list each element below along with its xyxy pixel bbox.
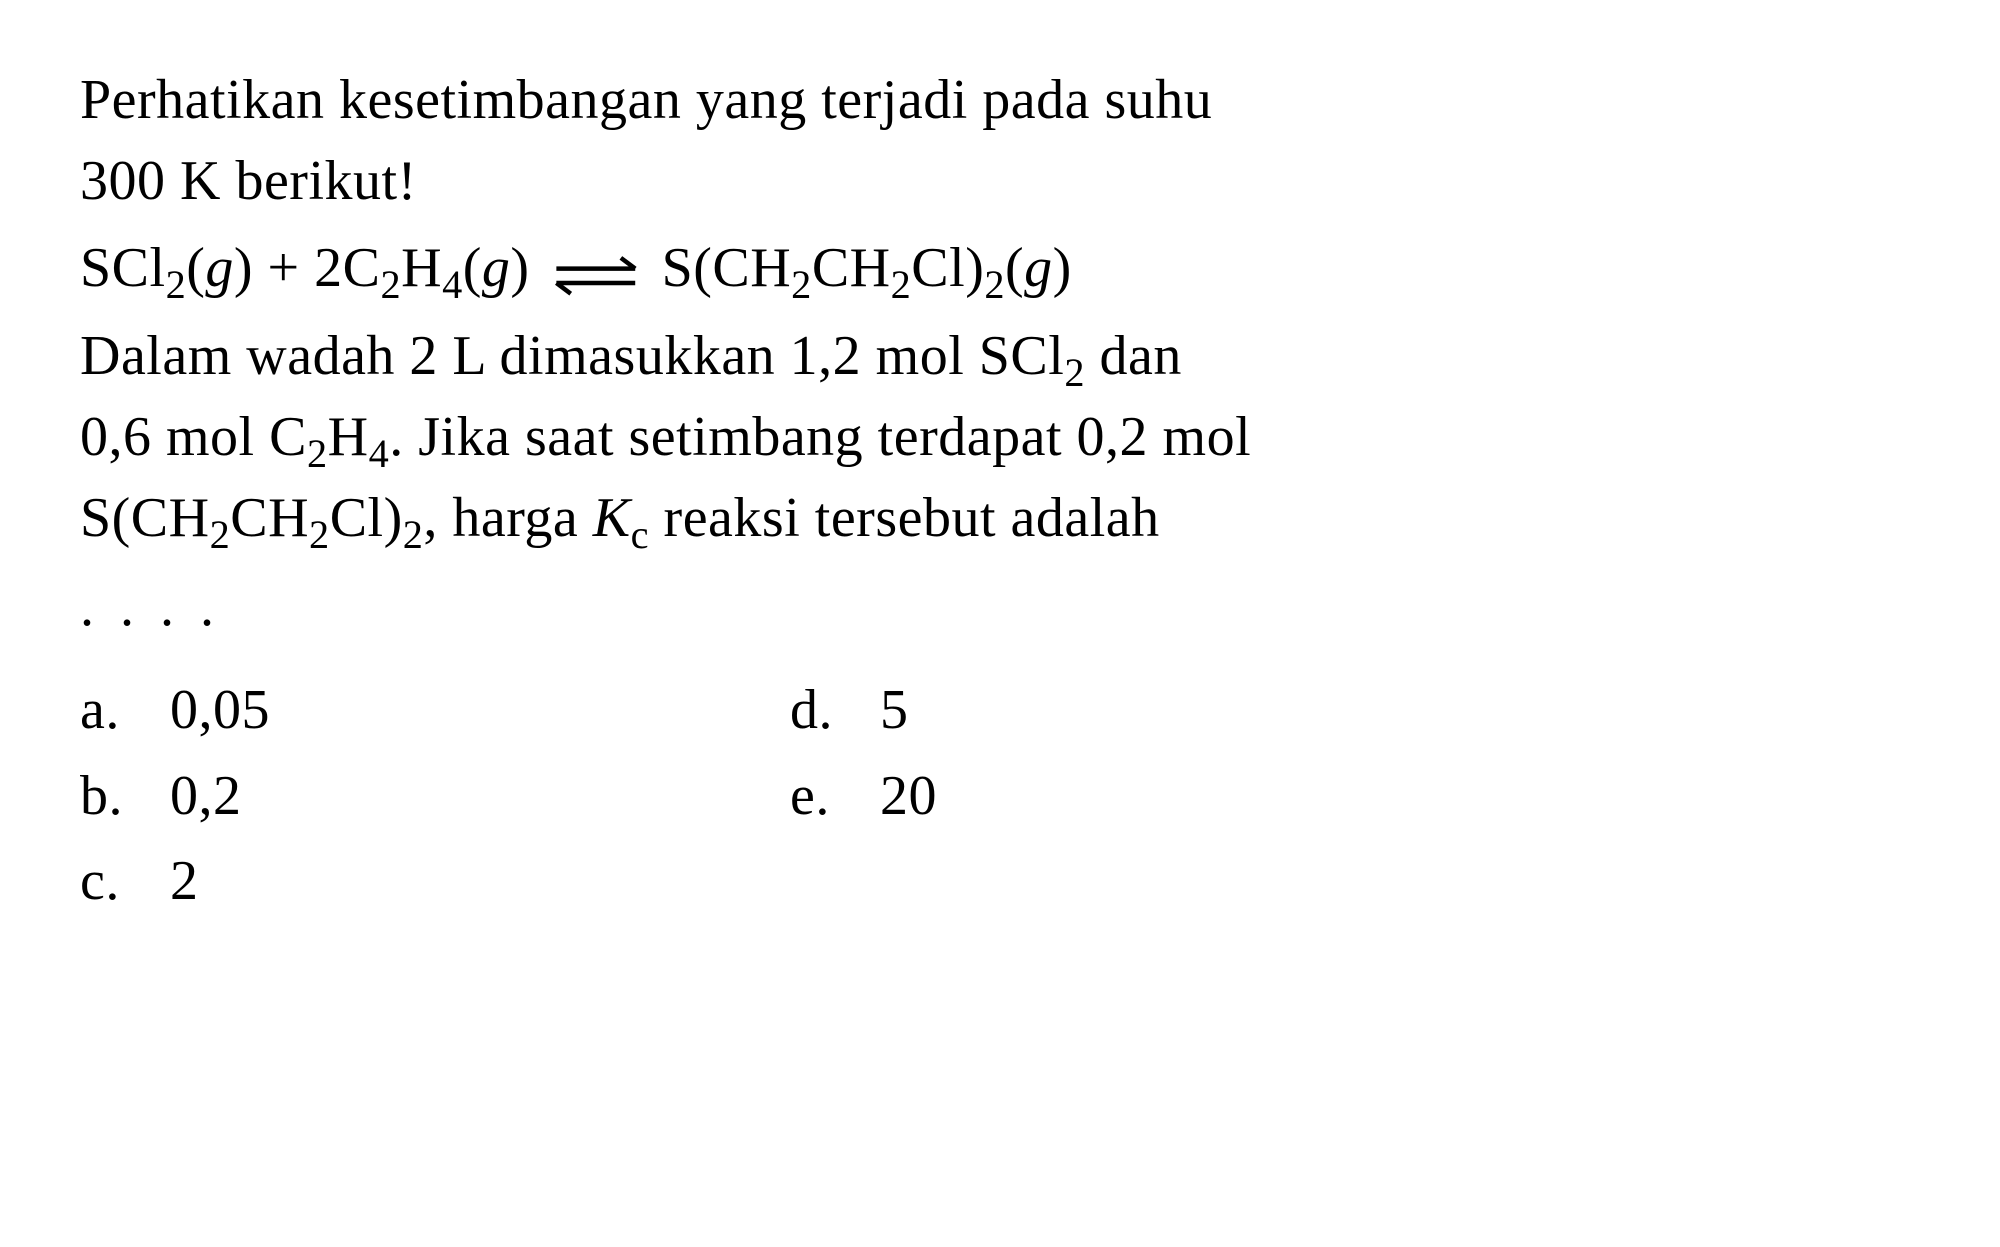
options-left-column: a. 0,05 b. 0,2 c. 2 [80, 668, 270, 924]
option-text: 5 [880, 670, 909, 751]
option-e: e. 20 [790, 756, 937, 837]
option-text: 20 [880, 756, 937, 837]
chemical-equation: SCl2(g) + 2C2H4(g) S(CH2CH2Cl)2(g) [80, 228, 1920, 309]
ellipsis-dots: . . . . [80, 567, 1920, 648]
option-text: 0,05 [170, 670, 270, 751]
option-letter: d. [790, 670, 880, 751]
option-a: a. 0,05 [80, 670, 270, 751]
equilibrium-arrows-icon [551, 246, 641, 302]
answer-options: a. 0,05 b. 0,2 c. 2 d. 5 e. 20 [80, 668, 1920, 924]
body-line-1: Dalam wadah 2 L dimasukkan 1,2 mol SCl2 … [80, 316, 1920, 397]
body-line-3: S(CH2CH2Cl)2, harga Kc reaksi tersebut a… [80, 478, 1920, 559]
options-right-column: d. 5 e. 20 [790, 668, 937, 924]
option-text: 0,2 [170, 756, 242, 837]
option-text: 2 [170, 841, 199, 922]
option-b: b. 0,2 [80, 756, 270, 837]
equation-rhs: S(CH2CH2Cl)2(g) [662, 237, 1072, 299]
option-letter: c. [80, 841, 170, 922]
question-block: Perhatikan kesetimbangan yang terjadi pa… [80, 60, 1920, 924]
intro-line-1: Perhatikan kesetimbangan yang terjadi pa… [80, 60, 1920, 141]
intro-line-2: 300 K berikut! [80, 141, 1920, 222]
equation-lhs: SCl2(g) + 2C2H4(g) [80, 237, 530, 299]
option-letter: e. [790, 756, 880, 837]
body-line-2: 0,6 mol C2H4. Jika saat setimbang terdap… [80, 397, 1920, 478]
option-d: d. 5 [790, 670, 937, 751]
option-letter: b. [80, 756, 170, 837]
option-c: c. 2 [80, 841, 270, 922]
option-letter: a. [80, 670, 170, 751]
